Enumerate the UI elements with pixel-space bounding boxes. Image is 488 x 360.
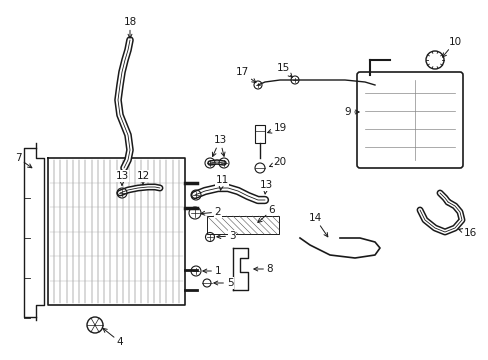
Text: 6: 6	[257, 205, 275, 222]
Text: 13: 13	[213, 135, 226, 156]
Text: 9: 9	[344, 107, 358, 117]
Text: 11: 11	[215, 175, 228, 190]
Text: 13: 13	[115, 171, 128, 185]
Bar	[206, 216, 279, 234]
Text: 5: 5	[213, 278, 233, 288]
Text: 8: 8	[253, 264, 273, 274]
Text: 1: 1	[203, 266, 221, 276]
Text: 14: 14	[308, 213, 327, 237]
Text: 13: 13	[259, 180, 272, 194]
Text: 4: 4	[103, 328, 123, 347]
Text: 15: 15	[276, 63, 292, 77]
Text: 18: 18	[123, 17, 136, 38]
Text: 17: 17	[235, 67, 255, 83]
Text: 3: 3	[216, 231, 235, 241]
Bar	[254, 125, 264, 143]
FancyBboxPatch shape	[356, 72, 462, 168]
Text: 7: 7	[15, 153, 32, 168]
Text: 13: 13	[212, 135, 226, 157]
Text: 20: 20	[269, 157, 286, 167]
Text: 16: 16	[458, 228, 476, 238]
Text: 12: 12	[136, 171, 149, 184]
Text: 10: 10	[442, 37, 461, 57]
Text: 19: 19	[267, 123, 286, 133]
Text: 2: 2	[201, 207, 221, 217]
